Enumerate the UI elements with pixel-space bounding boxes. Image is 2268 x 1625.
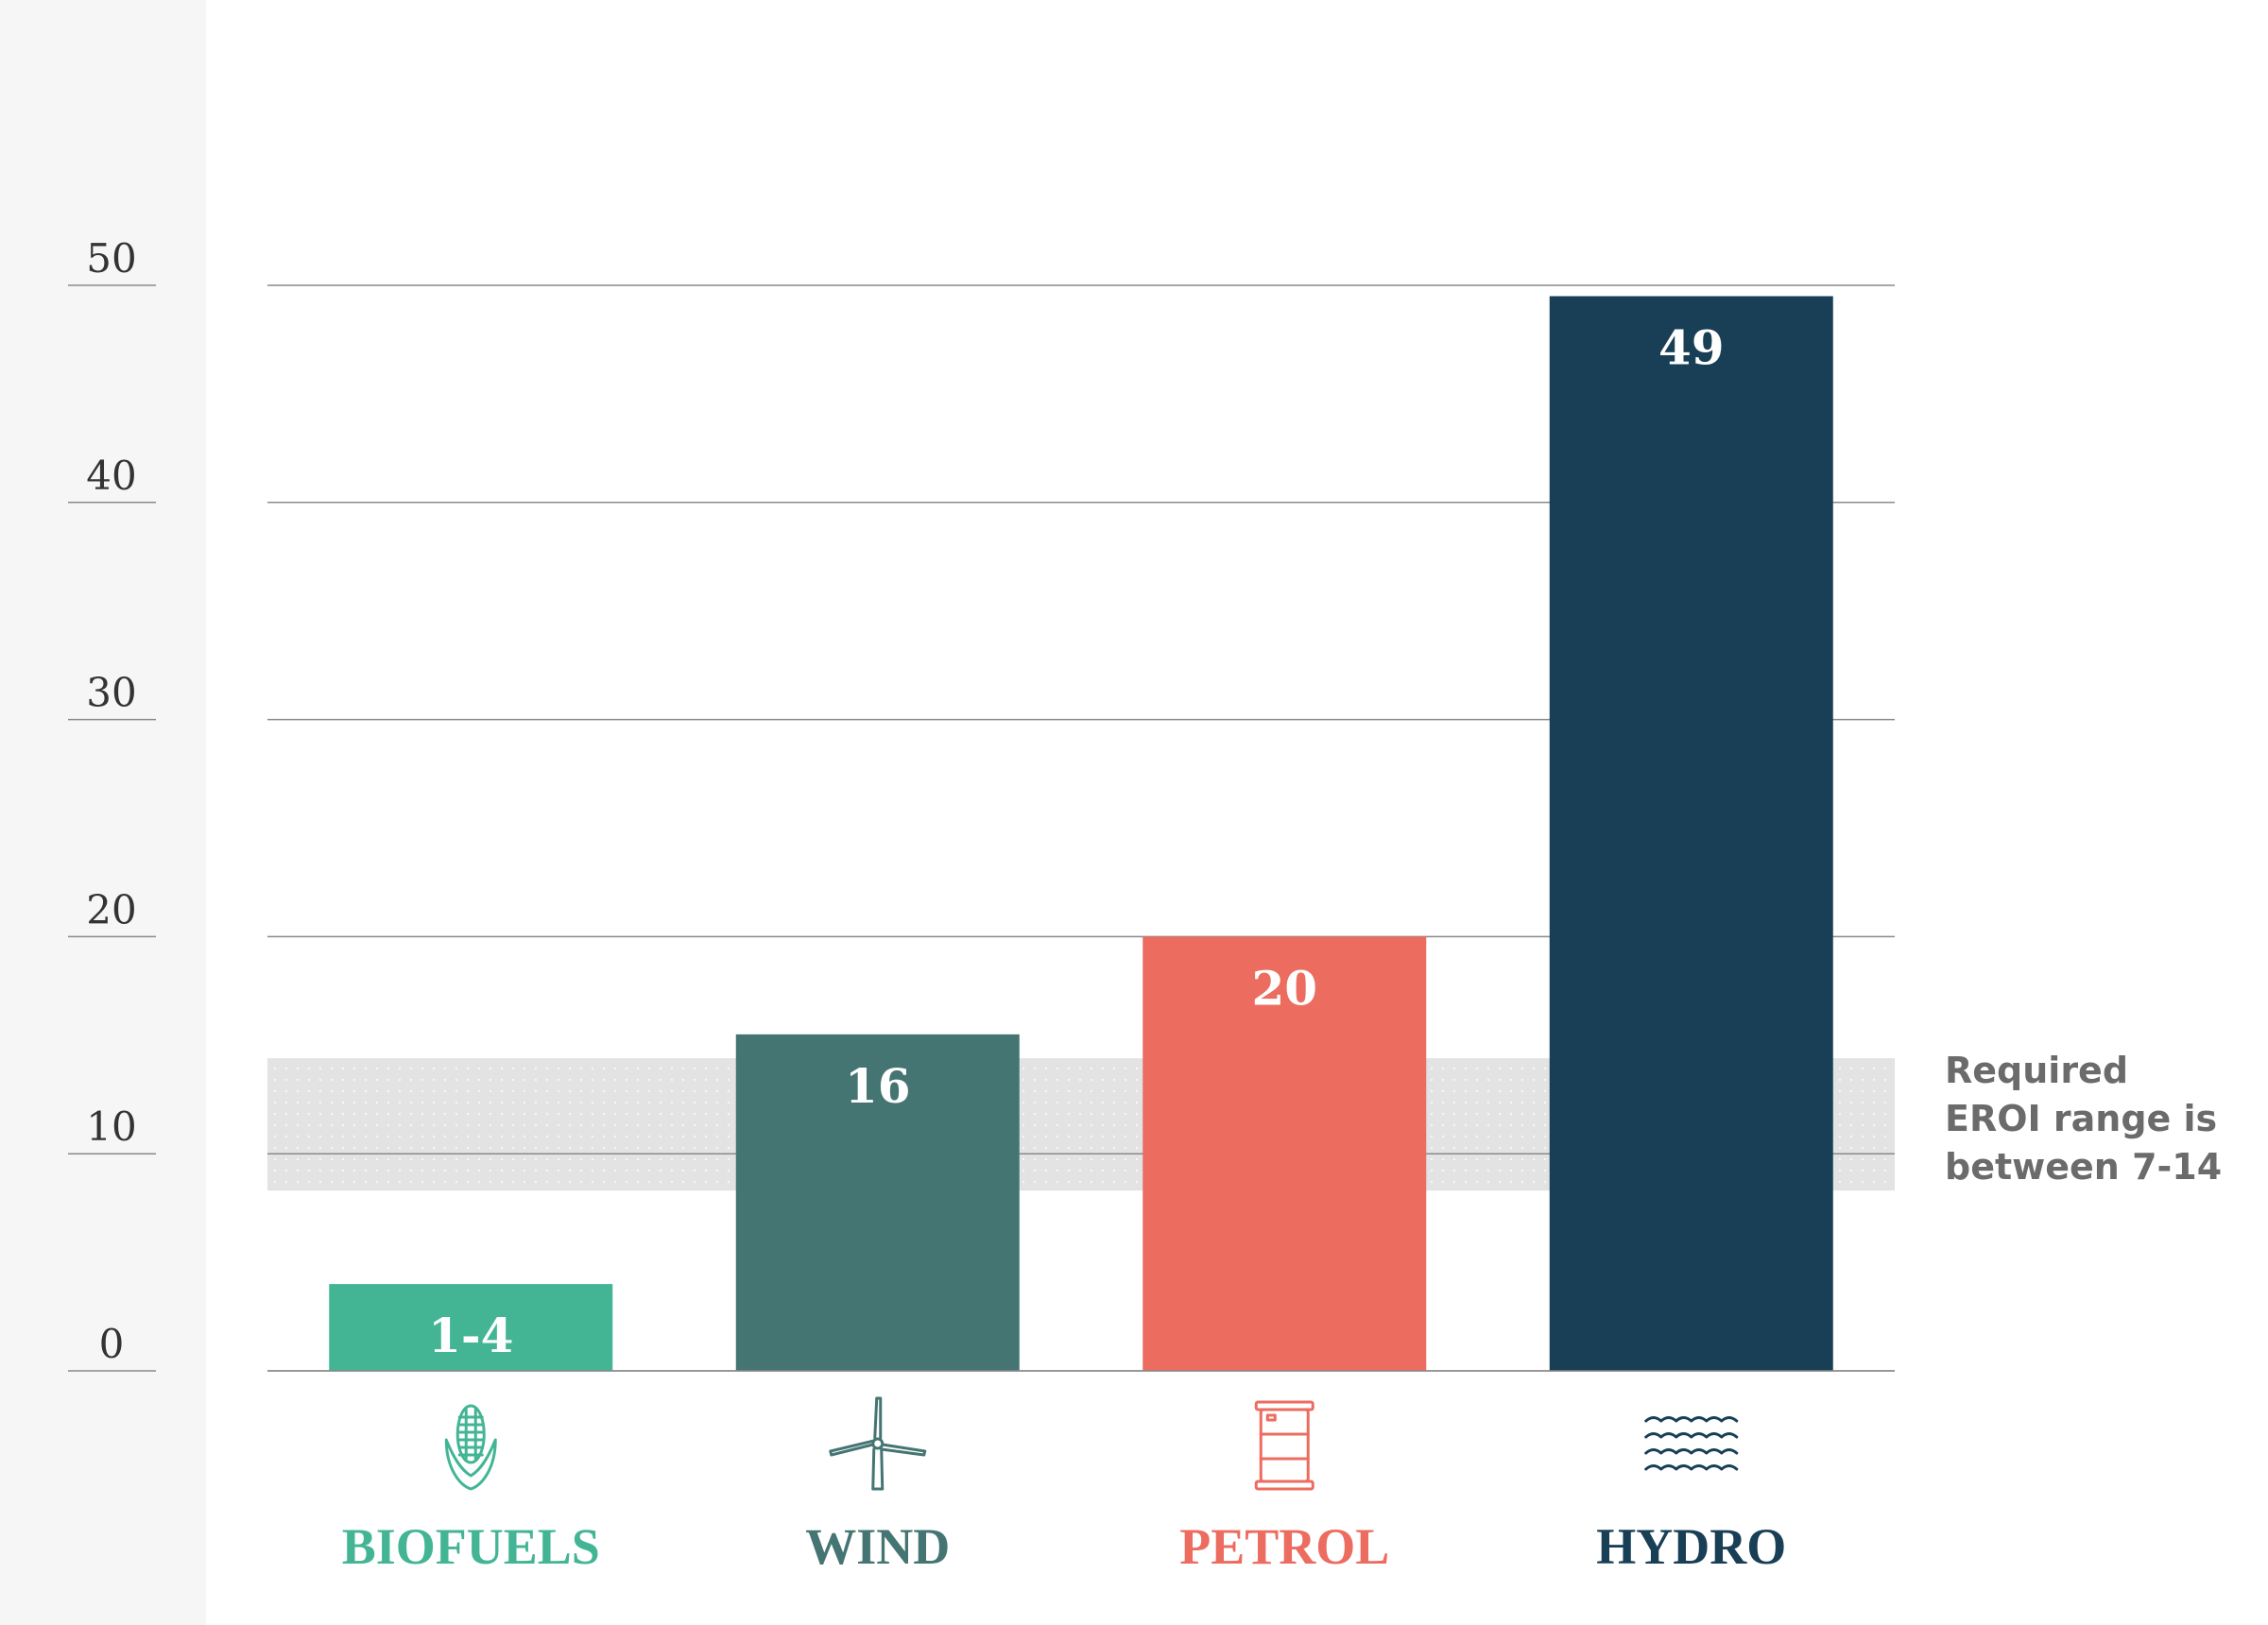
y-tick-label-40: 40 — [86, 453, 136, 499]
category-label-hydro: HYDRO — [1596, 1518, 1786, 1575]
y-tick-label-50: 50 — [86, 235, 136, 282]
left-sidebar-panel — [0, 0, 206, 1625]
required-eroi-note-line-2: EROI range is — [1945, 1098, 2217, 1139]
oil-barrel-icon — [1254, 1400, 1314, 1491]
category-label-biofuels: BIOFUELS — [342, 1518, 600, 1575]
category-label-petrol: PETROL — [1179, 1518, 1389, 1575]
y-tick-label-0: 0 — [99, 1321, 125, 1367]
bar-value-label-petrol: 20 — [1251, 960, 1317, 1016]
bar-value-label-hydro: 49 — [1658, 319, 1725, 375]
bar-petrol — [1143, 936, 1427, 1371]
category-label-wind: WIND — [805, 1518, 950, 1575]
required-eroi-note-line-1: Required — [1945, 1050, 2128, 1091]
required-eroi-note-line-3: between 7-14 — [1945, 1146, 2222, 1188]
required-eroi-note: Required EROI range is between 7-14 — [1945, 1050, 2222, 1188]
bar-value-label-biofuels: 1-4 — [428, 1308, 513, 1363]
corn-icon — [444, 1404, 497, 1491]
wind-turbine-icon — [829, 1396, 927, 1491]
y-tick-label-30: 30 — [86, 670, 136, 716]
bar-biofuels — [329, 1284, 613, 1371]
y-tick-label-20: 20 — [86, 886, 136, 932]
bar-hydro — [1549, 296, 1833, 1371]
waves-icon — [1644, 1416, 1739, 1471]
bar-wind — [735, 1034, 1020, 1371]
bar-value-label-wind: 16 — [845, 1058, 911, 1114]
y-tick-label-10: 10 — [86, 1103, 136, 1150]
